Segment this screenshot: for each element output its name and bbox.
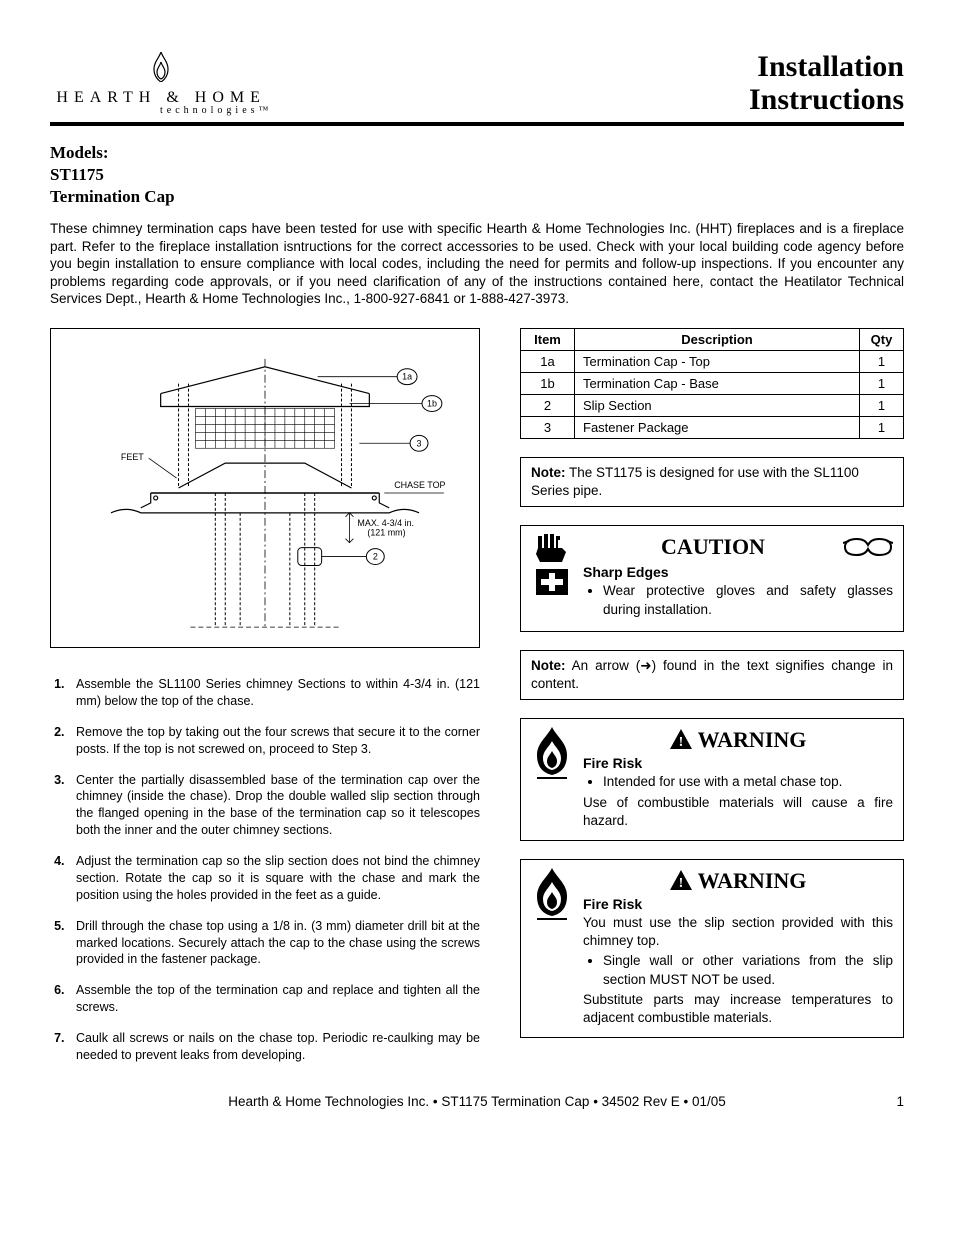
label-max-1: MAX. 4-3/4 in. — [357, 518, 414, 528]
cell-desc: Slip Section — [575, 395, 860, 417]
instruction-steps: Assemble the SL1100 Series chimney Secti… — [50, 676, 480, 1064]
callout-2: 2 — [373, 552, 378, 562]
label-chase-top: CHASE TOP — [394, 480, 445, 490]
note-arrow-label: Note: — [531, 658, 566, 673]
intro-paragraph: These chimney termination caps have been… — [50, 220, 904, 308]
warning2-title: WARNING — [698, 868, 807, 893]
flame-icon — [50, 52, 272, 87]
th-item: Item — [521, 329, 575, 351]
svg-text:!: ! — [678, 735, 683, 749]
cell-qty: 1 — [860, 373, 904, 395]
warning1-bullet: Intended for use with a metal chase top. — [603, 773, 893, 791]
note-label: Note: — [531, 465, 566, 480]
note-design: Note: The ST1175 is designed for use wit… — [520, 457, 904, 507]
step-3: Center the partially disassembled base o… — [68, 772, 480, 840]
step-6: Assemble the top of the termination cap … — [68, 982, 480, 1016]
caution-body: CAUTION Sharp Edges Wear protective glov… — [583, 534, 893, 620]
caution-title: CAUTION — [583, 534, 843, 560]
product-name: Termination Cap — [50, 186, 904, 208]
first-aid-icon — [535, 568, 569, 596]
fire-icon — [531, 727, 573, 779]
svg-text:!: ! — [678, 876, 683, 890]
warning-triangle-icon: ! — [670, 729, 692, 755]
callout-1b: 1b — [427, 399, 437, 409]
cell-desc: Termination Cap - Top — [575, 351, 860, 373]
warning1-tail: Use of combustible materials will cause … — [583, 794, 893, 830]
cell-qty: 1 — [860, 417, 904, 439]
note-arrow: Note: An arrow (➜) found in the text sig… — [520, 650, 904, 700]
table-row: 2 Slip Section 1 — [521, 395, 904, 417]
footer-text: Hearth & Home Technologies Inc. • ST1175… — [70, 1094, 884, 1109]
warning-triangle-icon: ! — [670, 870, 692, 896]
callout-1a: 1a — [402, 372, 412, 382]
cell-item: 1b — [521, 373, 575, 395]
cell-desc: Termination Cap - Base — [575, 373, 860, 395]
page-number: 1 — [884, 1094, 904, 1109]
caution-subhead: Sharp Edges — [583, 564, 893, 580]
warning2-subhead: Fire Risk — [583, 896, 893, 912]
note-text: The ST1175 is designed for use with the … — [531, 465, 859, 498]
assembly-diagram: 1a 1b 3 2 FEET CHASE TOP MAX. 4-3/4 in. … — [50, 328, 480, 648]
document-title: Installation Instructions — [749, 50, 904, 116]
document-title-line1: Installation — [749, 50, 904, 83]
table-row: 1b Termination Cap - Base 1 — [521, 373, 904, 395]
cell-item: 3 — [521, 417, 575, 439]
cell-qty: 1 — [860, 395, 904, 417]
caution-icons — [531, 534, 573, 620]
caution-box: CAUTION Sharp Edges Wear protective glov… — [520, 525, 904, 631]
fire-icon — [531, 868, 573, 920]
parts-table: Item Description Qty 1a Termination Cap … — [520, 328, 904, 439]
caution-bullet: Wear protective gloves and safety glasse… — [603, 582, 893, 618]
table-row: 1a Termination Cap - Top 1 — [521, 351, 904, 373]
brand-subname: technologies™ — [160, 105, 272, 116]
cell-item: 1a — [521, 351, 575, 373]
th-qty: Qty — [860, 329, 904, 351]
models-label: Models: — [50, 142, 904, 164]
warning2-icons — [531, 868, 573, 1027]
table-row: 3 Fastener Package 1 — [521, 417, 904, 439]
warning-box-1: ! WARNING Fire Risk Intended for use wit… — [520, 718, 904, 841]
header-bar: HEARTH & HOME technologies™ Installation… — [50, 50, 904, 126]
models-heading: Models: ST1175 Termination Cap — [50, 142, 904, 208]
callout-3: 3 — [417, 438, 422, 448]
model-number: ST1175 — [50, 164, 904, 186]
cell-item: 2 — [521, 395, 575, 417]
main-columns: 1a 1b 3 2 FEET CHASE TOP MAX. 4-3/4 in. … — [50, 328, 904, 1078]
label-max-2: (121 mm) — [367, 528, 405, 538]
glove-icon — [534, 534, 570, 564]
th-desc: Description — [575, 329, 860, 351]
table-header-row: Item Description Qty — [521, 329, 904, 351]
warning1-subhead: Fire Risk — [583, 755, 893, 771]
warning1-body: ! WARNING Fire Risk Intended for use wit… — [583, 727, 893, 830]
page-footer: Hearth & Home Technologies Inc. • ST1175… — [50, 1094, 904, 1109]
right-column: Item Description Qty 1a Termination Cap … — [520, 328, 904, 1078]
document-title-line2: Instructions — [749, 83, 904, 116]
step-7: Caulk all screws or nails on the chase t… — [68, 1030, 480, 1064]
note-arrow-text: An arrow (➜) found in the text signifies… — [531, 658, 893, 691]
warning2-lead: You must use the slip section provided w… — [583, 914, 893, 950]
warning2-bullet: Single wall or other variations from the… — [603, 952, 893, 988]
step-2: Remove the top by taking out the four sc… — [68, 724, 480, 758]
warning2-body: ! WARNING Fire Risk You must use the sli… — [583, 868, 893, 1027]
left-column: 1a 1b 3 2 FEET CHASE TOP MAX. 4-3/4 in. … — [50, 328, 480, 1078]
goggles-icon — [843, 535, 893, 559]
cell-desc: Fastener Package — [575, 417, 860, 439]
step-5: Drill through the chase top using a 1/8 … — [68, 918, 480, 969]
brand-logo: HEARTH & HOME technologies™ — [50, 52, 272, 116]
warning1-icons — [531, 727, 573, 830]
warning1-title: WARNING — [698, 727, 807, 752]
warning-box-2: ! WARNING Fire Risk You must use the sli… — [520, 859, 904, 1038]
warning2-tail: Substitute parts may increase temperatur… — [583, 991, 893, 1027]
label-feet: FEET — [121, 452, 144, 462]
step-4: Adjust the termination cap so the slip s… — [68, 853, 480, 904]
cell-qty: 1 — [860, 351, 904, 373]
step-1: Assemble the SL1100 Series chimney Secti… — [68, 676, 480, 710]
